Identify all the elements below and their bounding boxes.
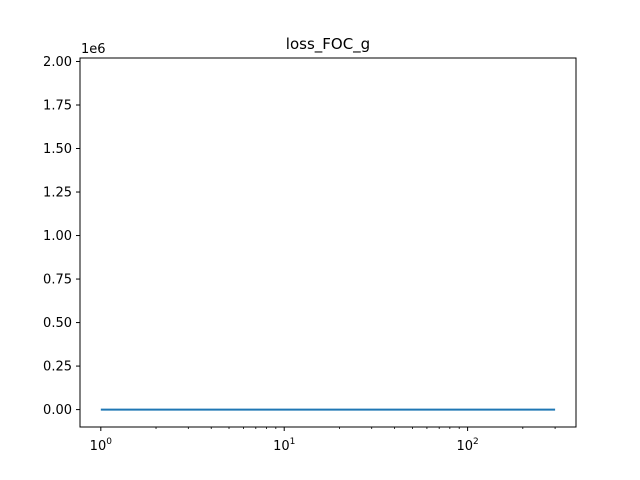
x-axis: 100 101 102 — [90, 427, 556, 454]
x-tick-label: 102 — [456, 437, 478, 454]
chart-title: loss_FOC_g — [286, 35, 370, 54]
y-tick-label: 0.75 — [43, 273, 72, 288]
y-offset-label: 1e6 — [81, 42, 106, 57]
x-tick-label: 100 — [90, 437, 113, 454]
y-tick-label: 1.75 — [43, 98, 72, 113]
y-tick-label: 2.00 — [43, 55, 72, 70]
y-tick-label: 1.50 — [43, 142, 72, 157]
y-tick-label: 1.25 — [43, 186, 72, 201]
y-tick-label: 0.50 — [43, 316, 72, 331]
axes-frame — [79, 57, 577, 428]
y-tick-label: 1.00 — [43, 229, 72, 244]
x-tick-label: 101 — [273, 437, 295, 454]
y-tick-label: 0.25 — [43, 360, 72, 375]
y-tick-label: 0.00 — [43, 403, 72, 418]
y-axis: 0.00 0.25 0.50 0.75 1.00 1.25 1.50 1.75 2.00 — [43, 55, 80, 418]
